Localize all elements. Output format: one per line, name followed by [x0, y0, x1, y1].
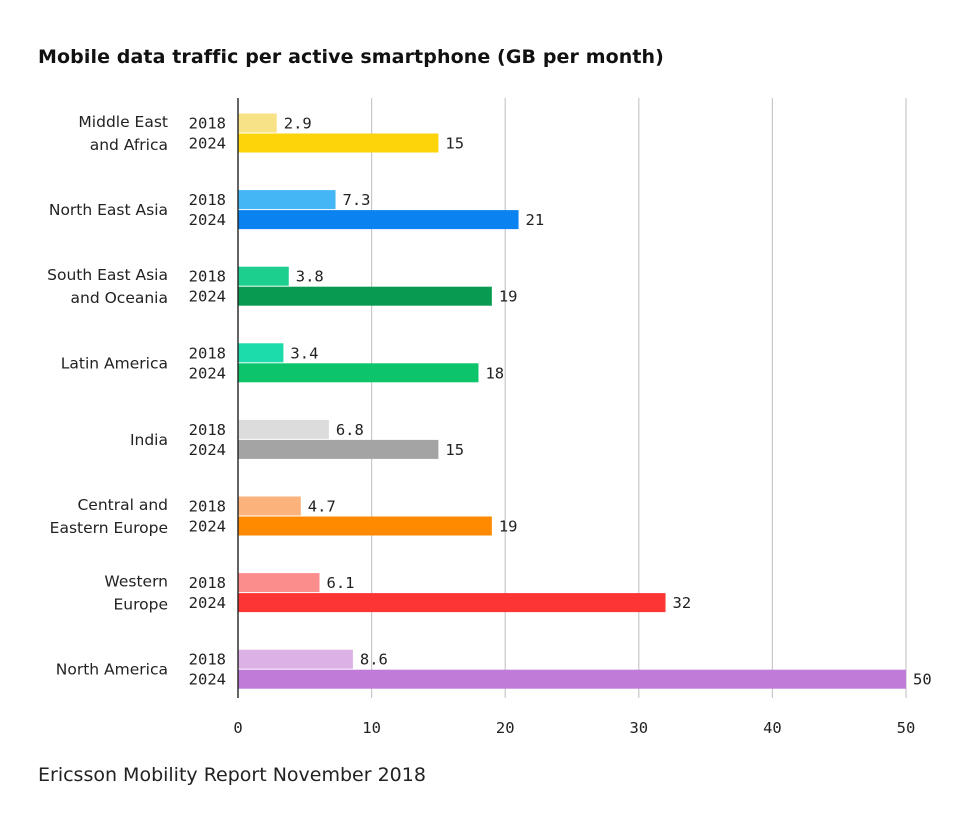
bar-2024-4 — [238, 439, 439, 459]
value-label-2024-3: 18 — [485, 364, 504, 382]
year-label-2018-0: 2018 — [189, 115, 226, 133]
bar-2024-3 — [238, 363, 479, 383]
region-label-3-0: Latin America — [61, 354, 168, 372]
value-label-2024-6: 32 — [673, 594, 692, 612]
value-label-2024-1: 21 — [526, 211, 545, 229]
year-label-2018-2: 2018 — [189, 268, 226, 286]
bar-2024-1 — [238, 210, 519, 230]
year-label-2018-1: 2018 — [189, 191, 226, 209]
region-label-0-1: and Africa — [90, 136, 168, 154]
bar-2024-2 — [238, 286, 492, 306]
region-label-4-0: India — [130, 431, 168, 449]
x-tick-label-50: 50 — [897, 719, 916, 737]
bar-2024-6 — [238, 593, 666, 613]
bar-2018-1 — [238, 190, 336, 210]
year-label-2018-4: 2018 — [189, 421, 226, 439]
value-label-2018-1: 7.3 — [343, 191, 371, 209]
bar-2018-3 — [238, 343, 284, 363]
value-label-2018-3: 3.4 — [290, 344, 318, 362]
value-label-2018-0: 2.9 — [284, 115, 312, 133]
value-label-2018-4: 6.8 — [336, 421, 364, 439]
bar-2018-0 — [238, 113, 277, 133]
value-label-2018-6: 6.1 — [326, 574, 354, 592]
source-footer: Ericsson Mobility Report November 2018 — [38, 764, 426, 786]
value-label-2024-7: 50 — [913, 671, 932, 689]
bar-2024-7 — [238, 669, 906, 689]
x-tick-label-20: 20 — [496, 719, 515, 737]
value-label-2024-2: 19 — [499, 288, 518, 306]
year-label-2024-6: 2024 — [189, 594, 226, 612]
bar-2018-6 — [238, 573, 320, 593]
region-label-1-0: North East Asia — [49, 201, 168, 219]
year-label-2024-3: 2024 — [189, 364, 226, 382]
bar-2018-2 — [238, 266, 289, 286]
region-label-6-0: Western — [104, 573, 168, 591]
value-label-2024-5: 19 — [499, 518, 518, 536]
bar-2024-5 — [238, 516, 492, 536]
region-label-6-1: Europe — [113, 596, 168, 614]
chart-title: Mobile data traffic per active smartphon… — [38, 46, 664, 68]
region-label-5-1: Eastern Europe — [50, 519, 168, 537]
bar-2018-7 — [238, 649, 353, 669]
x-tick-label-30: 30 — [629, 719, 648, 737]
region-label-7-0: North America — [56, 661, 168, 679]
bar-2018-4 — [238, 419, 329, 439]
value-label-2024-0: 15 — [445, 135, 464, 153]
year-label-2024-2: 2024 — [189, 288, 226, 306]
year-label-2024-1: 2024 — [189, 211, 226, 229]
x-tick-label-0: 0 — [233, 719, 242, 737]
region-label-2-1: and Oceania — [71, 289, 168, 307]
value-label-2018-5: 4.7 — [308, 498, 336, 516]
year-label-2024-4: 2024 — [189, 441, 226, 459]
bar-2024-0 — [238, 133, 439, 153]
bar-2018-5 — [238, 496, 301, 516]
year-label-2024-5: 2024 — [189, 518, 226, 536]
region-label-5-0: Central and — [77, 496, 168, 514]
x-tick-label-40: 40 — [763, 719, 782, 737]
value-label-2018-7: 8.6 — [360, 651, 388, 669]
year-label-2018-7: 2018 — [189, 651, 226, 669]
year-label-2024-7: 2024 — [189, 671, 226, 689]
year-label-2018-6: 2018 — [189, 574, 226, 592]
x-tick-label-10: 10 — [362, 719, 381, 737]
region-label-2-0: South East Asia — [47, 266, 168, 284]
year-label-2018-3: 2018 — [189, 344, 226, 362]
value-label-2018-2: 3.8 — [296, 268, 324, 286]
year-label-2024-0: 2024 — [189, 135, 226, 153]
year-label-2018-5: 2018 — [189, 498, 226, 516]
region-label-0-0: Middle East — [78, 113, 168, 131]
value-label-2024-4: 15 — [445, 441, 464, 459]
